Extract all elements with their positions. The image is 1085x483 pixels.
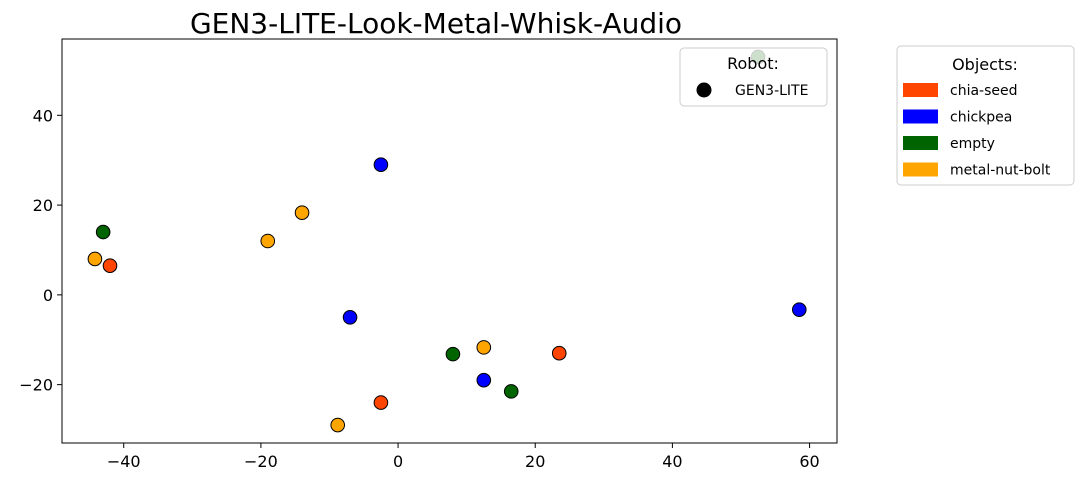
data-point-chia-seed <box>373 395 389 410</box>
axes-frame <box>61 38 838 444</box>
robot-legend: Robot: GEN3-LITE <box>679 47 828 107</box>
objects-legend-swatch-metal-nut-bolt <box>903 162 938 177</box>
data-point-chickpea <box>342 310 358 325</box>
data-point-empty <box>445 346 461 362</box>
objects-legend-label: chia-seed <box>950 83 1018 99</box>
x-tick-label: −20 <box>244 452 278 471</box>
y-tick-label: 40 <box>33 106 53 125</box>
data-point-empty <box>95 224 111 240</box>
y-tick-label: −20 <box>19 376 53 395</box>
data-point-chia-seed <box>551 345 567 361</box>
robot-legend-box <box>679 47 828 107</box>
x-tick-label: 60 <box>799 452 819 471</box>
objects-legend-label: chickpea <box>950 110 1012 126</box>
data-point-metal-nut-bolt <box>294 205 310 221</box>
data-point-metal-nut-bolt <box>330 417 346 433</box>
data-point-chickpea <box>476 372 492 388</box>
y-tick-label: 0 <box>43 286 53 305</box>
x-tick-label: 0 <box>393 452 403 471</box>
robot-legend-label: GEN3-LITE <box>735 83 808 99</box>
x-tick-label: −40 <box>107 452 141 471</box>
data-point-chia-seed <box>102 258 118 273</box>
data-point-empty <box>503 384 519 399</box>
x-tick-label: 20 <box>525 452 545 471</box>
objects-legend-swatch-chia-seed <box>903 83 938 97</box>
objects-legend: Objects: chia-seed chickpea empty metal-nut-… <box>896 45 1075 186</box>
robot-legend-title: Robot: <box>727 54 779 73</box>
x-tick-label: 40 <box>662 452 682 471</box>
data-point-metal-nut-bolt <box>87 251 103 267</box>
data-point-metal-nut-bolt <box>260 233 276 249</box>
data-point-chickpea <box>791 302 807 317</box>
objects-legend-box <box>896 45 1075 186</box>
objects-legend-swatch-chickpea <box>903 109 938 124</box>
data-point-metal-nut-bolt <box>476 340 492 355</box>
objects-legend-label: metal-nut-bolt <box>950 163 1051 179</box>
data-point-chickpea <box>373 157 389 172</box>
objects-legend-swatch-empty <box>903 136 938 150</box>
plot-area: −40 −20 0 20 40 60 −20 0 20 40 <box>19 38 838 471</box>
robot-legend-marker <box>696 82 712 98</box>
objects-legend-label: empty <box>950 136 995 152</box>
y-tick-label: 20 <box>33 196 53 215</box>
chart-title: GEN3-LITE-Look-Metal-Whisk-Audio <box>190 7 682 40</box>
objects-legend-title: Objects: <box>952 55 1018 74</box>
